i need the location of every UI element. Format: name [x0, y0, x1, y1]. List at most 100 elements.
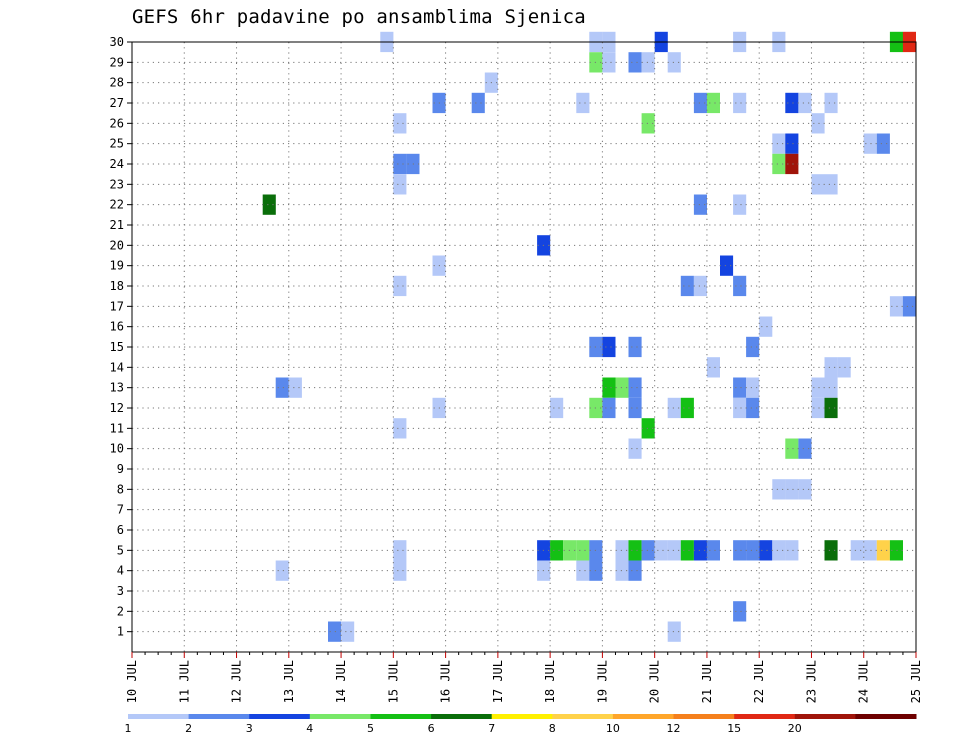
y-tick-label: 1	[117, 625, 124, 639]
heatmap-cell	[667, 621, 681, 642]
heatmap-cell	[393, 540, 407, 561]
heatmap-cell	[824, 397, 838, 419]
heatmap-cell	[641, 540, 655, 561]
y-tick-label: 23	[110, 177, 124, 191]
y-tick-label: 22	[110, 198, 124, 212]
y-tick-label: 14	[110, 360, 124, 374]
x-tick-label: 18 JUL	[543, 660, 557, 703]
heatmap-cell	[785, 153, 799, 175]
colorbar-label: 1	[125, 722, 132, 735]
heatmap-cell	[824, 377, 838, 398]
x-tick-label: 15 JUL	[386, 660, 400, 703]
heatmap-cell	[785, 540, 799, 561]
heatmap-cell	[824, 92, 838, 114]
heatmap-cell	[393, 174, 407, 195]
heatmap-cell	[811, 397, 825, 419]
heatmap-cell	[733, 275, 747, 297]
colorbar-segment	[612, 714, 674, 719]
heatmap-cell	[471, 92, 485, 114]
heatmap-cell	[693, 194, 707, 215]
heatmap-cell	[785, 133, 799, 154]
heatmap-cell	[393, 153, 407, 175]
heatmap-cell	[602, 397, 616, 419]
heatmap-cell	[863, 133, 877, 154]
heatmap-cell	[733, 194, 747, 215]
heatmap-cell	[785, 92, 799, 114]
x-tick-label: 13 JUL	[282, 660, 296, 703]
x-tick-label: 25 JUL	[909, 660, 923, 703]
heatmap-cell	[746, 540, 760, 561]
heatmap-cell	[772, 479, 786, 500]
heatmap-cell	[680, 275, 694, 297]
y-tick-label: 6	[117, 523, 124, 537]
heatmap-cell	[785, 438, 799, 459]
heatmap-cell	[693, 540, 707, 561]
y-tick-label: 9	[117, 462, 124, 476]
heatmap-cell	[733, 397, 747, 419]
heatmap-cell	[288, 377, 302, 398]
heatmap-cell	[393, 560, 407, 581]
y-tick-label: 4	[117, 564, 124, 578]
y-tick-label: 19	[110, 259, 124, 273]
heatmap-cell	[824, 174, 838, 195]
heatmap-cell	[641, 113, 655, 134]
heatmap-cell	[824, 357, 838, 378]
grid-layer	[132, 41, 916, 652]
heatmap-cell	[576, 92, 590, 114]
heatmap-cell	[706, 540, 720, 561]
x-tick-label: 16 JUL	[439, 660, 453, 703]
colorbar-label: 7	[488, 722, 495, 735]
heatmap-cell	[706, 92, 720, 114]
heatmap-cell	[628, 540, 642, 561]
colorbar-segment	[491, 714, 553, 719]
heatmap-cell	[811, 113, 825, 134]
heatmap-cell	[733, 92, 747, 114]
colorbar-segment	[734, 714, 796, 719]
chart-title: GEFS 6hr padavine po ansamblima Sjenica	[132, 6, 586, 28]
y-tick-label: 13	[110, 381, 124, 395]
heatmap-cell	[798, 92, 812, 114]
colorbar: 1 2 3 4 5 6 7 8 10 12 15 20	[125, 714, 917, 735]
y-tick-label: 30	[110, 35, 124, 49]
heatmap-cell	[628, 438, 642, 459]
heatmap-cell	[667, 397, 681, 419]
heatmap-cell	[785, 479, 799, 500]
x-tick-label: 20 JUL	[648, 660, 662, 703]
heatmap-cell	[746, 377, 760, 398]
cells-layer	[262, 31, 916, 642]
heatmap-cell	[876, 540, 890, 561]
heatmap-cell	[720, 255, 734, 276]
heatmap-cell	[550, 397, 564, 419]
x-tick-label: 24 JUL	[857, 660, 871, 703]
heatmap-cell	[576, 540, 590, 561]
colorbar-segment	[188, 714, 250, 719]
colorbar-label: 8	[549, 722, 556, 735]
heatmap-cell	[275, 560, 289, 581]
heatmap-cell	[746, 397, 760, 419]
y-tick-label: 16	[110, 320, 124, 334]
colorbar-segment	[128, 714, 190, 719]
heatmap-cell	[393, 275, 407, 297]
heatmap-cell	[602, 52, 616, 73]
heatmap-cell	[602, 336, 616, 358]
x-tick-label: 23 JUL	[804, 660, 818, 703]
colorbar-label: 4	[306, 722, 313, 735]
heatmap-cell	[550, 540, 564, 561]
colorbar-segment	[249, 714, 311, 719]
heatmap-cell	[798, 438, 812, 459]
y-tick-label: 24	[110, 157, 124, 171]
heatmap-cell	[746, 336, 760, 358]
heatmap-cell	[576, 560, 590, 581]
heatmap-cell	[393, 418, 407, 439]
y-tick-label: 21	[110, 218, 124, 232]
heatmap-cell	[759, 316, 773, 337]
heatmap-cell	[706, 357, 720, 378]
colorbar-segment	[309, 714, 371, 719]
colorbar-label: 6	[428, 722, 435, 735]
heatmap-cell	[615, 377, 629, 398]
x-tick-label: 21 JUL	[700, 660, 714, 703]
heatmap-cell	[628, 397, 642, 419]
y-tick-label: 12	[110, 401, 124, 415]
heatmap-cell	[824, 540, 838, 561]
y-tick-label: 7	[117, 503, 124, 517]
